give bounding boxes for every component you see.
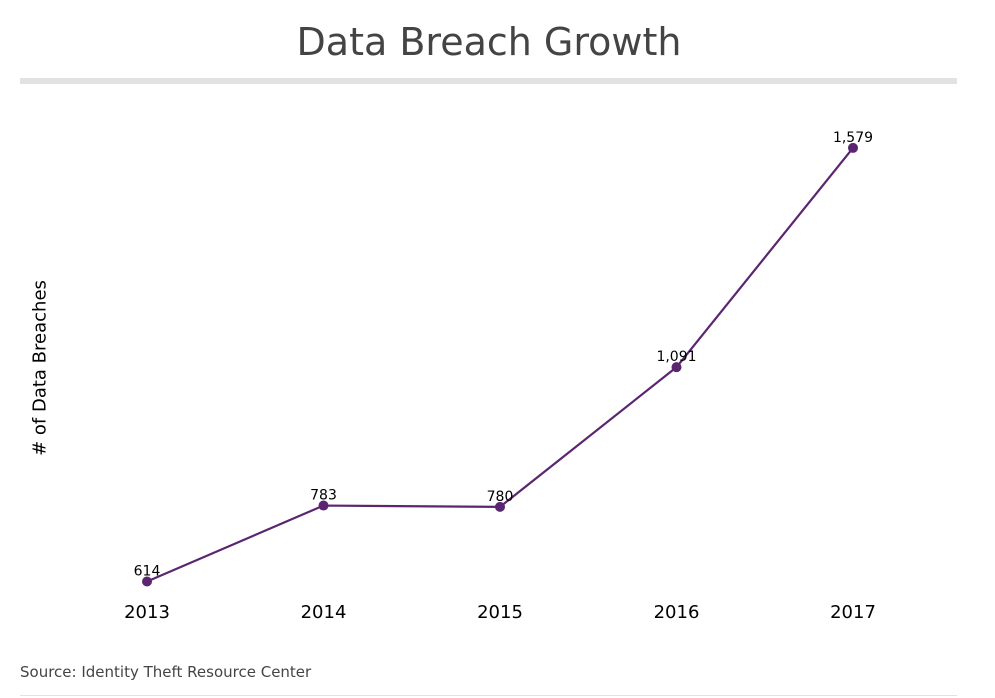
data-labels: 614 783 780 1,091 1,579 [134,130,873,580]
data-label-2014: 783 [310,488,337,504]
bottom-divider [20,695,957,696]
x-tick-2016: 2016 [654,602,700,623]
series-points [142,142,858,587]
data-label-2015: 780 [487,489,514,505]
series-lines [146,147,854,583]
source-note: Source: Identity Theft Resource Center [20,663,312,681]
series-line [146,147,854,583]
x-tick-2017: 2017 [830,602,876,623]
data-point-2016[interactable] [671,362,682,373]
x-tick-2013: 2013 [124,602,170,623]
data-point-2017[interactable] [848,142,858,153]
x-tick-labels: 2013 2014 2015 2016 2017 [124,602,876,623]
data-label-2016: 1,091 [656,349,696,365]
data-point-2015[interactable] [495,501,505,512]
data-point-2013[interactable] [142,576,152,587]
title-divider [20,78,957,84]
data-point-2014[interactable] [318,500,329,511]
x-tick-2014: 2014 [301,602,347,623]
x-tick-2015: 2015 [477,602,523,623]
data-label-2017: 1,579 [833,130,873,146]
chart-title: Data Breach Growth [296,20,682,64]
data-label-2013: 614 [134,563,161,579]
